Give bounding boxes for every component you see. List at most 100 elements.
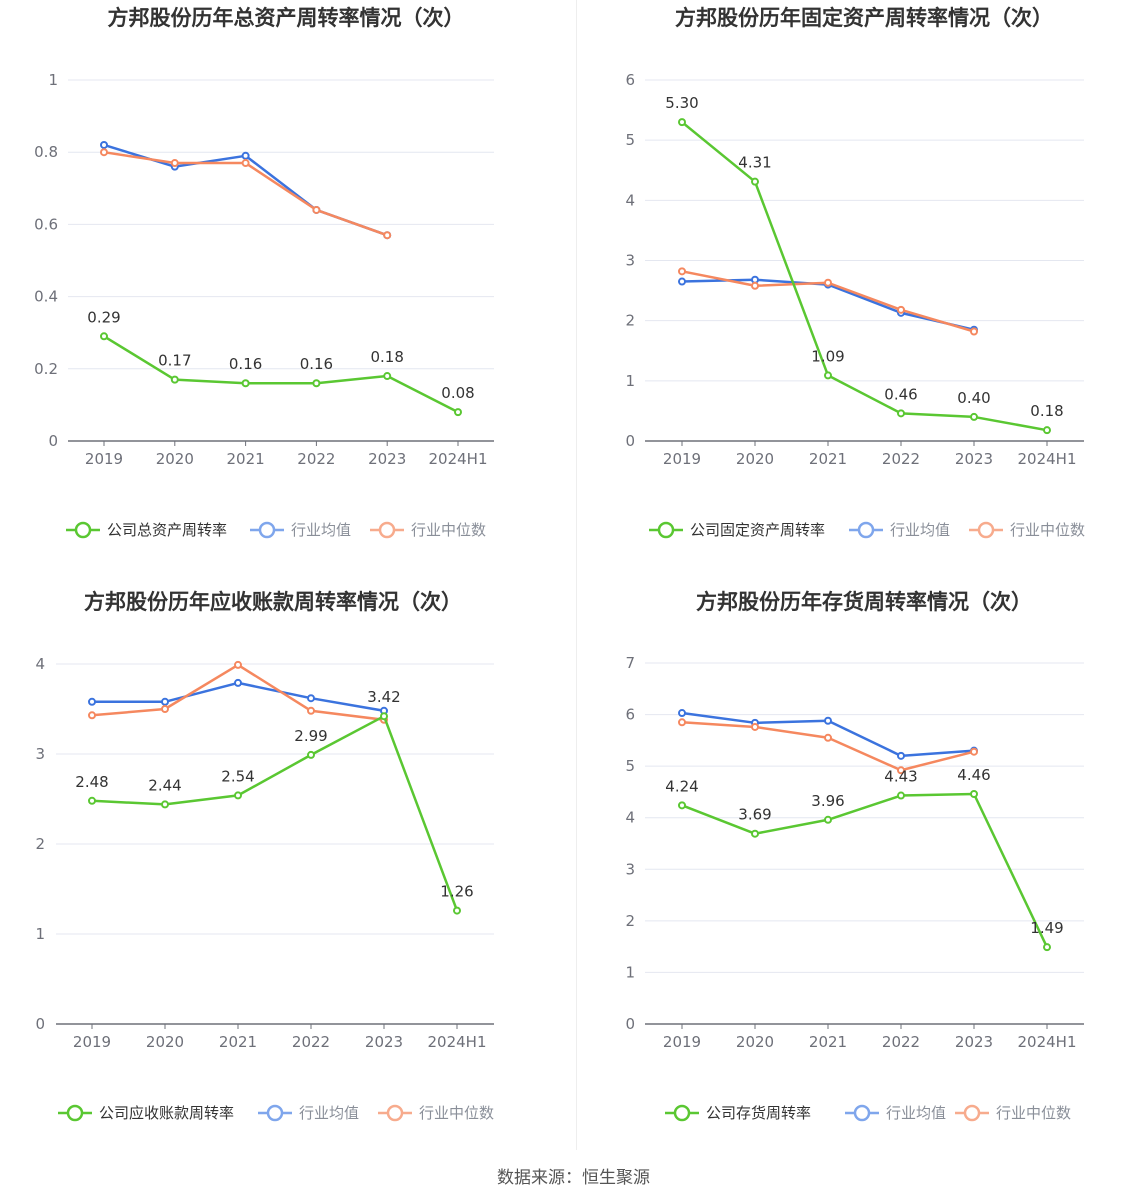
data-point-industry-median [897,305,905,314]
data-point-industry-median [100,148,108,157]
data-point-industry-average [897,751,905,760]
data-point-company [454,408,462,417]
y-tick-label: 0 [35,1015,45,1033]
legend-industry-average: 行业均值 [845,1104,946,1122]
data-point-company [678,801,686,810]
series-line-company [103,335,459,414]
legend-label: 公司总资产周转率 [107,521,227,539]
legend-label: 行业中位数 [1010,521,1085,539]
x-tick-label: 2019 [663,1033,701,1051]
data-point-company [453,906,461,915]
chart-title: 方邦股份历年应收账款周转率情况（次） [84,590,462,614]
data-label: 4.24 [665,777,698,795]
data-point-company [100,332,108,341]
data-point-industry-average [824,716,832,725]
legend-industry-median: 行业中位数 [378,1104,494,1122]
data-point-industry-average [161,697,169,706]
legend-marker [857,521,875,539]
data-label: 3.69 [738,806,771,824]
data-label: 0.18 [1030,402,1063,420]
data-label: 0.40 [957,389,990,407]
y-tick-label: 0 [625,1015,635,1033]
data-point-industry-average [88,697,96,706]
x-tick-label: 2021 [219,1033,257,1051]
legend-industry-average: 行业均值 [258,1104,359,1122]
chart-title: 方邦股份历年总资产周转率情况（次） [108,6,465,30]
x-tick-label: 2022 [882,1033,920,1051]
x-tick-label: 2020 [146,1033,184,1051]
data-point-company [751,177,759,186]
data-point-industry-median [751,722,759,731]
x-tick-label: 2020 [736,1033,774,1051]
legend-label: 公司存货周转率 [706,1104,811,1122]
series-line-industry-median [91,663,385,722]
legend-label: 公司应收账款周转率 [99,1104,234,1122]
legend-label: 行业均值 [291,521,351,539]
data-point-company [312,379,321,388]
legend-marker [386,1104,404,1122]
x-tick-label: 2022 [292,1033,330,1051]
y-tick-label: 3 [625,252,635,270]
data-point-industry-median [970,747,978,756]
data-source-footer: 数据来源：恒生聚源 [497,1168,650,1188]
chart-panel-receivables-turnover: 方邦股份历年应收账款周转率情况（次） 0 1 2 3 4 2019 2020 2021 2022 2… [0,580,573,1160]
data-label: 0.29 [87,308,120,326]
legend-label: 行业均值 [890,521,950,539]
y-tick-label: 0 [48,432,58,450]
legend-company: 公司应收账款周转率 [58,1104,234,1122]
y-tick-label: 1 [625,963,635,981]
data-point-company [161,800,169,809]
chart-title: 方邦股份历年固定资产周转率情况（次） [675,6,1053,30]
chart-svg: 方邦股份历年应收账款周转率情况（次） 0 1 2 3 4 2019 2020 2021 2022 2… [35,590,494,1122]
y-tick-label: 4 [625,809,635,827]
data-point-company [170,375,179,384]
legend-label: 行业均值 [299,1104,359,1122]
x-tick-label: 2022 [297,450,335,468]
y-tick-label: 7 [625,654,635,672]
legend-industry-median: 行业中位数 [955,1104,1071,1122]
legend-label: 公司固定资产周转率 [690,521,825,539]
legend-industry-median: 行业中位数 [969,521,1085,539]
x-tick-label: 2023 [365,1033,403,1051]
data-point-company [241,379,250,388]
chart-svg: 方邦股份历年总资产周转率情况（次） 0 0.2 0.4 0.6 0.8 1 2019 2020 2… [34,6,494,539]
data-point-company [383,372,392,381]
legend-label: 行业中位数 [419,1104,494,1122]
y-tick-label: 1 [625,372,635,390]
x-tick-label: 2024H1 [1018,450,1077,468]
data-point-company [678,118,686,127]
x-tick-label: 2019 [85,450,123,468]
legend-industry-average: 行业均值 [849,521,950,539]
x-tick-label: 2022 [882,450,920,468]
data-point-company [1043,426,1051,435]
data-point-industry-average [234,678,242,687]
y-tick-label: 3 [35,745,45,763]
x-tick-label: 2023 [955,1033,993,1051]
data-point-company [380,712,388,721]
legend-industry-average: 行业均值 [250,521,351,539]
legend-label: 行业中位数 [996,1104,1071,1122]
legend-marker [74,521,92,539]
data-point-industry-median [88,711,96,720]
data-point-industry-median [234,660,242,669]
legend-industry-median: 行业中位数 [370,521,486,539]
data-point-company [1043,943,1051,952]
data-point-company [751,829,759,838]
data-point-industry-average [241,151,250,160]
x-tick-label: 2021 [809,1033,847,1051]
y-tick-label: 4 [625,191,635,209]
series-line-company [91,714,459,912]
data-point-company [234,791,242,800]
x-tick-label: 2023 [368,450,406,468]
data-point-industry-average [678,277,686,286]
panel-divider [576,0,577,1150]
data-point-company [307,750,315,759]
chart-svg: 方邦股份历年存货周转率情况（次） 0 1 2 3 4 5 6 7 2019 2020 2021 2022… [625,590,1084,1122]
legend-marker [977,521,995,539]
legend-company: 公司存货周转率 [665,1104,811,1122]
y-tick-label: 6 [625,71,635,89]
x-tick-label: 2024H1 [1018,1033,1077,1051]
x-tick-label: 2019 [663,450,701,468]
data-point-industry-median [897,766,905,775]
data-label: 5.30 [665,94,698,112]
